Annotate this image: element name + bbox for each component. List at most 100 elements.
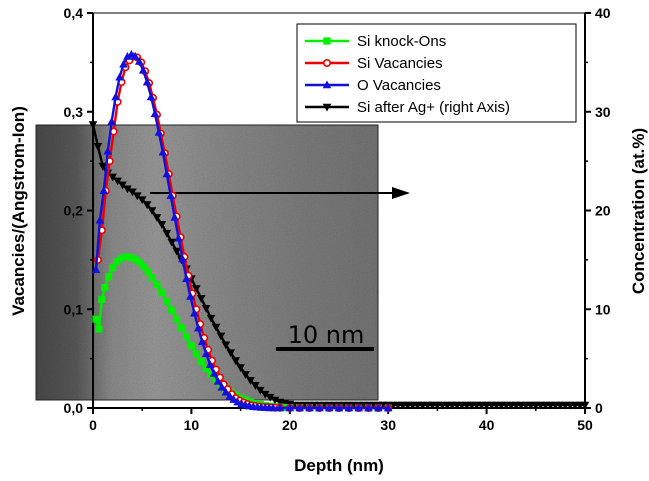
data-point: [91, 265, 101, 274]
data-point: [103, 146, 113, 155]
data-point: [201, 349, 211, 357]
data-point: [178, 254, 187, 263]
data-point: [206, 314, 216, 323]
data-point: [190, 308, 199, 317]
data-point: [383, 403, 393, 412]
legend-swatch-marker: [322, 103, 332, 112]
data-point: [120, 253, 129, 261]
data-point: [124, 253, 133, 261]
data-point: [221, 387, 231, 396]
data-point: [152, 214, 162, 222]
data-point: [140, 263, 148, 271]
data-point: [364, 403, 373, 412]
data-point: [251, 381, 260, 390]
y-tick-label: 0,4: [64, 5, 84, 21]
data-point: [221, 341, 231, 350]
x-ticks: 0 10 20 30 40 50: [89, 408, 593, 433]
data-point: [211, 323, 221, 332]
y2-tick-label: 40: [595, 5, 611, 21]
scale-bar: [276, 347, 374, 351]
series-2: [91, 49, 393, 412]
data-point: [374, 403, 383, 412]
y2-tick-label: 30: [595, 104, 611, 120]
data-point: [225, 391, 235, 400]
data-point: [354, 403, 363, 412]
y-axis-title: Vacancies/(Angstrom-Ion): [9, 106, 28, 316]
data-point: [217, 382, 227, 391]
data-point: [158, 288, 166, 297]
inset-arrow-head: [392, 187, 410, 199]
data-point: [115, 72, 124, 81]
data-point: [162, 169, 172, 178]
data-point: [265, 393, 275, 402]
data-point: [192, 350, 200, 358]
x-tick-label: 30: [380, 417, 396, 433]
data-point: [216, 332, 226, 341]
data-point: [334, 403, 344, 412]
data-point: [105, 273, 113, 281]
data-point: [162, 229, 172, 238]
data-point: [197, 357, 205, 366]
data-point: [163, 297, 171, 305]
data-point: [132, 256, 140, 264]
data-point: [268, 403, 278, 412]
data-point: [270, 396, 280, 405]
data-point: [226, 349, 236, 358]
data-point: [241, 371, 250, 379]
data-point: [187, 342, 195, 350]
data-point: [182, 274, 191, 282]
data-point: [128, 188, 137, 197]
data-point: [137, 196, 147, 205]
data-point: [196, 295, 206, 303]
y-tick-label: 0,2: [64, 203, 84, 219]
data-point: [172, 247, 181, 256]
data-point: [144, 268, 152, 276]
data-point: [116, 255, 125, 263]
data-point: [98, 162, 108, 171]
data-point: [88, 121, 98, 130]
data-point: [201, 304, 211, 313]
data-point: [205, 360, 215, 368]
data-point: [231, 357, 240, 366]
data-point: [324, 403, 334, 412]
scale-bar-label: 10 nm: [288, 321, 365, 349]
data-point: [305, 403, 314, 412]
y-tick-label: 0,1: [64, 301, 84, 317]
data-point: [275, 403, 285, 412]
data-point: [246, 377, 255, 385]
data-point: [136, 259, 144, 267]
y2-axis-title: Concentration (at.%): [629, 128, 648, 294]
legend-label: Si knock-Ons: [357, 33, 446, 50]
y-ticks: 0,0 0,1 0,2 0,3 0,4: [64, 5, 93, 416]
series-3: [88, 121, 590, 410]
y2-tick-label: 0: [595, 400, 603, 416]
data-point: [113, 177, 122, 186]
data-point: [95, 325, 103, 333]
data-point: [167, 238, 177, 247]
legend-label: O Vacancies: [357, 77, 441, 94]
legend-label: Si Vacancies: [357, 55, 443, 72]
data-point: [109, 264, 117, 272]
data-point: [138, 65, 148, 74]
data-point: [158, 147, 168, 156]
data-point: [123, 185, 132, 194]
data-point: [174, 233, 183, 242]
data-point: [186, 291, 195, 300]
data-point: [128, 254, 136, 262]
legend-swatch-marker: [323, 37, 331, 45]
data-point: [95, 215, 105, 224]
data-point: [193, 323, 203, 332]
data-point: [173, 315, 181, 323]
data-point: [113, 258, 121, 266]
y2-tick-label: 10: [595, 301, 611, 317]
data-point: [209, 368, 219, 377]
x-tick-label: 40: [479, 417, 495, 433]
data-point: [134, 56, 144, 65]
data-point: [580, 401, 590, 410]
data-point: [101, 283, 109, 292]
data-point: [154, 127, 164, 136]
data-point: [197, 337, 207, 346]
data-point: [142, 201, 152, 210]
data-point: [108, 173, 117, 182]
